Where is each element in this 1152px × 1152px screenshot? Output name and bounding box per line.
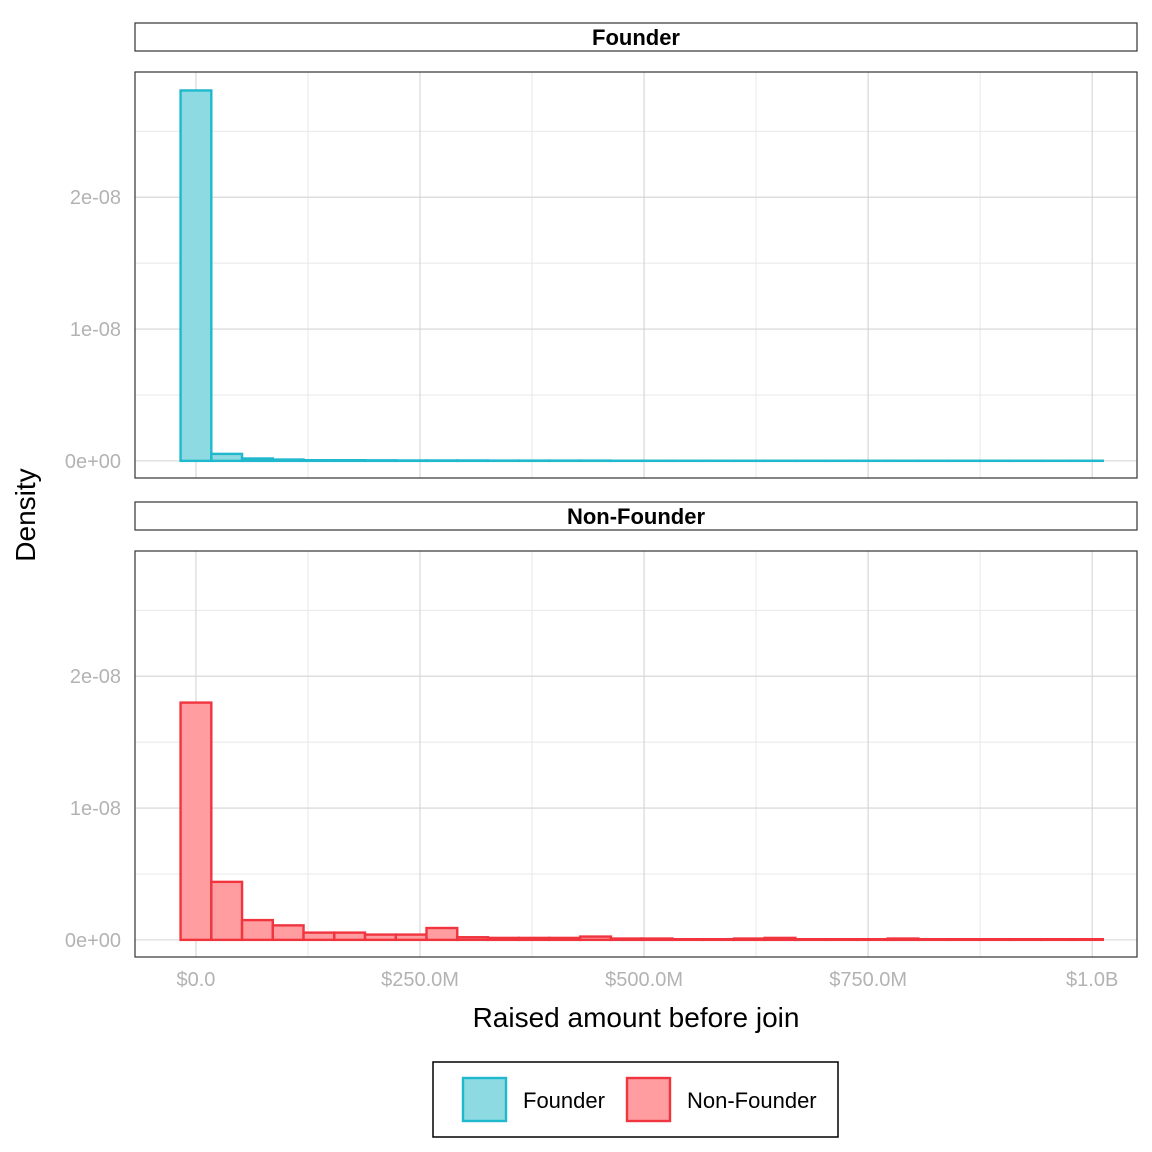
y-axis-tick-labels: 0e+00 1e-08 2e-08	[65, 187, 121, 473]
histogram-bar	[179, 701, 213, 942]
histogram-bar	[302, 459, 336, 463]
legend-item: Non-Founder	[625, 1076, 817, 1123]
panel-background	[135, 551, 1137, 957]
panel-border	[134, 71, 1138, 479]
legend-item: Founder	[461, 1076, 605, 1123]
x-tick-label: $0.0	[176, 969, 215, 991]
y-tick-label: 0e+00	[65, 451, 121, 473]
facet-non-founder: Non-Founder 0e+00 1e-08 2e-08	[65, 501, 1138, 958]
histogram-bar	[640, 937, 674, 942]
histogram-bar	[824, 938, 859, 942]
histogram-bar	[579, 935, 613, 942]
histogram-bar	[179, 89, 213, 463]
facet-strip-label: Non-Founder	[567, 504, 706, 529]
histogram-bar	[886, 937, 920, 942]
x-tick-label: $1.0B	[1066, 969, 1118, 991]
histogram-bar	[1070, 938, 1105, 942]
histogram-bar	[394, 933, 428, 942]
facet-strip	[134, 501, 1138, 531]
histogram-bar	[917, 938, 951, 942]
panel-background	[135, 72, 1137, 478]
histogram-bar	[732, 937, 766, 942]
legend-label: Founder	[523, 1088, 605, 1113]
histogram-bar	[425, 926, 459, 942]
x-tick-label: $250.0M	[381, 969, 459, 991]
histogram-bar	[271, 924, 305, 942]
histogram-bars	[179, 89, 1105, 463]
histogram-bar	[210, 880, 244, 942]
histogram-bar	[333, 931, 367, 942]
histogram-bar	[548, 936, 582, 942]
histogram-bar	[271, 458, 305, 463]
x-axis-tick-labels: $0.0 $250.0M $500.0M $750.0M $1.0B	[176, 969, 1118, 991]
histogram-bar	[363, 933, 397, 942]
histogram-bar	[456, 936, 490, 942]
legend: Founder Non-Founder	[432, 1061, 839, 1138]
legend-swatch	[625, 1076, 672, 1123]
histogram-bar	[210, 452, 244, 463]
x-axis-title: Raised amount before join	[473, 1002, 800, 1033]
histogram-bar	[671, 938, 705, 942]
y-tick-label: 0e+00	[65, 930, 121, 952]
histogram-bar	[1009, 938, 1043, 942]
histogram-bar	[947, 938, 982, 942]
gridlines	[135, 551, 1137, 957]
histogram-bar	[763, 936, 797, 942]
histogram-bar	[855, 938, 889, 942]
y-axis-tick-labels: 0e+00 1e-08 2e-08	[65, 666, 121, 952]
gridlines	[135, 72, 1137, 478]
histogram-bar	[302, 931, 336, 942]
y-tick-label: 2e-08	[70, 187, 121, 209]
x-tick-label: $750.0M	[829, 969, 907, 991]
facet-strip	[134, 22, 1138, 52]
panel-border	[134, 550, 1138, 958]
y-axis-title: Density	[10, 468, 41, 561]
facets: Founder 0e+00 1e-08 2e-08 Non-Founder 0e+00 1e…	[65, 22, 1138, 958]
histogram-bars	[179, 701, 1105, 942]
x-tick-label: $500.0M	[605, 969, 683, 991]
facet-founder: Founder 0e+00 1e-08 2e-08	[65, 22, 1138, 479]
histogram-bar	[517, 936, 551, 942]
legend-swatch	[461, 1076, 508, 1123]
y-tick-label: 2e-08	[70, 666, 121, 688]
histogram-bar	[363, 459, 397, 463]
histogram-bar	[240, 918, 274, 942]
histogram-bar	[978, 938, 1012, 942]
histogram-bar	[794, 938, 828, 942]
histogram-bar	[333, 459, 367, 463]
histogram-bar	[701, 938, 736, 942]
y-tick-label: 1e-08	[70, 798, 121, 820]
histogram-bar	[609, 937, 643, 942]
histogram-bar	[486, 936, 520, 942]
facet-strip-label: Founder	[592, 25, 680, 50]
y-tick-label: 1e-08	[70, 319, 121, 341]
legend-label: Non-Founder	[687, 1088, 817, 1113]
histogram-bar	[1040, 938, 1074, 942]
histogram-bar	[240, 457, 274, 463]
